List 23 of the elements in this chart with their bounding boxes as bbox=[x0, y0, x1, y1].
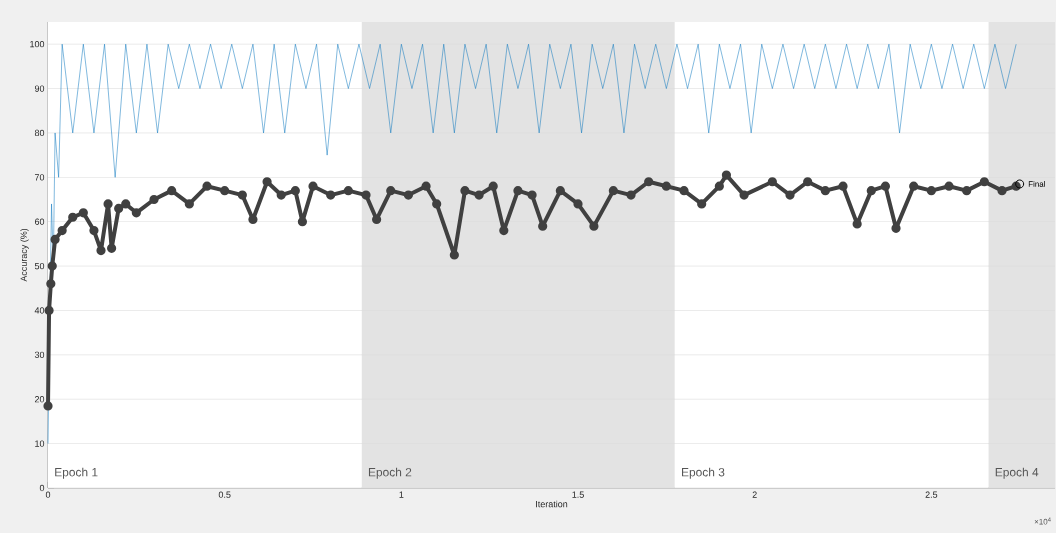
y-tick-label: 50 bbox=[34, 262, 45, 270]
band-label: Epoch 4 bbox=[995, 467, 1039, 479]
x-tick-label: 2.5 bbox=[925, 491, 938, 498]
y-tick-label: 60 bbox=[34, 218, 45, 225]
y-tick-label: 100 bbox=[30, 40, 45, 48]
y-tick-label: 20 bbox=[34, 396, 45, 403]
x-tick-label: 2 bbox=[752, 491, 757, 498]
y-tick-label: 30 bbox=[34, 351, 45, 359]
x-tick-label: 1 bbox=[399, 491, 404, 498]
x-tick-label: 0.5 bbox=[218, 491, 231, 498]
x-tick-label: 0 bbox=[45, 491, 51, 498]
x-axis-title: Iteration bbox=[536, 500, 568, 508]
band-label: Epoch 2 bbox=[368, 467, 412, 479]
y-tick-label: 10 bbox=[35, 440, 45, 447]
y-axis-title: Accuracy (%) bbox=[20, 228, 29, 282]
y-tick-label: 90 bbox=[34, 85, 45, 92]
x-tick-label: 1.5 bbox=[572, 491, 584, 498]
y-tick-label: 40 bbox=[34, 307, 45, 314]
band-label: Epoch 1 bbox=[55, 467, 98, 479]
band-label: Epoch 3 bbox=[682, 467, 725, 479]
y-tick-label: 70 bbox=[34, 174, 45, 181]
y-tick-label: 80 bbox=[34, 129, 45, 137]
y-tick-label: 0 bbox=[39, 484, 45, 492]
